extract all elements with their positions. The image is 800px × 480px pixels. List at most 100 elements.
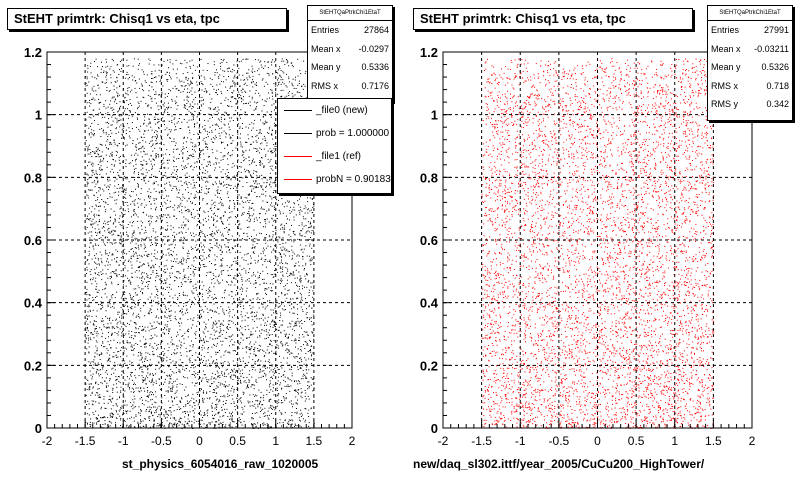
scatter-point	[155, 153, 157, 154]
scatter-point	[138, 248, 140, 250]
scatter-point	[157, 308, 158, 310]
scatter-point	[124, 304, 126, 306]
scatter-point	[235, 261, 237, 263]
scatter-point	[254, 395, 256, 397]
scatter-point	[211, 407, 213, 409]
scatter-point	[142, 379, 144, 381]
scatter-point	[199, 317, 201, 319]
scatter-point	[130, 281, 132, 283]
scatter-point	[203, 311, 205, 313]
scatter-point	[95, 325, 97, 327]
scatter-point	[241, 320, 243, 322]
scatter-point	[252, 333, 254, 335]
scatter-point	[191, 108, 193, 110]
scatter-point	[311, 217, 312, 219]
scatter-point	[164, 272, 166, 274]
scatter-point	[216, 421, 218, 423]
scatter-point	[269, 283, 271, 285]
scatter-point	[301, 299, 303, 301]
scatter-point	[263, 226, 264, 228]
scatter-point	[220, 324, 221, 326]
scatter-point	[209, 227, 211, 229]
scatter-point	[123, 410, 124, 412]
scatter-point	[292, 85, 294, 87]
scatter-point	[115, 403, 117, 405]
scatter-point	[219, 182, 221, 184]
scatter-point	[171, 371, 173, 373]
scatter-point	[92, 386, 94, 388]
scatter-point	[192, 64, 194, 66]
scatter-point	[267, 300, 268, 302]
scatter-point	[255, 287, 257, 289]
scatter-point	[163, 304, 165, 305]
scatter-point	[225, 386, 226, 387]
scatter-point	[241, 402, 242, 404]
scatter-point	[227, 184, 229, 186]
scatter-point	[244, 168, 245, 170]
scatter-point	[260, 324, 262, 326]
scatter-point	[267, 361, 269, 363]
scatter-point	[96, 368, 98, 370]
scatter-point	[256, 234, 257, 236]
scatter-point	[99, 150, 101, 152]
scatter-point	[217, 376, 219, 378]
scatter-point	[200, 388, 202, 389]
scatter-point	[278, 236, 280, 238]
scatter-point	[211, 149, 213, 151]
scatter-point	[212, 414, 213, 416]
scatter-point	[123, 336, 124, 338]
scatter-point	[124, 259, 126, 261]
scatter-point	[271, 91, 273, 93]
scatter-point	[244, 329, 246, 331]
scatter-point	[207, 136, 209, 138]
scatter-point	[122, 304, 123, 306]
scatter-point	[190, 67, 191, 69]
scatter-point	[302, 216, 304, 218]
scatter-point	[151, 379, 153, 381]
scatter-point	[147, 256, 149, 257]
scatter-point	[101, 353, 103, 355]
scatter-point	[234, 341, 236, 343]
scatter-point	[269, 382, 271, 384]
scatter-point	[134, 112, 136, 114]
scatter-point	[298, 265, 300, 267]
scatter-point	[278, 373, 280, 374]
scatter-point	[240, 79, 242, 81]
scatter-point	[228, 294, 230, 296]
scatter-point	[134, 398, 136, 400]
scatter-point	[258, 137, 259, 139]
scatter-point	[306, 343, 308, 345]
scatter-point	[148, 188, 150, 190]
scatter-point	[189, 281, 191, 283]
scatter-point	[299, 334, 300, 336]
scatter-point	[134, 247, 136, 248]
scatter-point	[125, 188, 127, 190]
scatter-point	[190, 318, 192, 320]
scatter-point	[187, 312, 189, 314]
scatter-point	[248, 373, 250, 375]
scatter-point	[227, 90, 229, 91]
scatter-point	[173, 352, 175, 354]
scatter-point	[299, 280, 301, 282]
scatter-point	[150, 274, 152, 275]
scatter-point	[266, 72, 268, 74]
scatter-point	[297, 308, 299, 310]
scatter-point	[179, 329, 181, 331]
scatter-point	[134, 177, 136, 178]
scatter-point	[211, 204, 213, 206]
scatter-point	[304, 72, 306, 74]
scatter-point	[301, 365, 303, 367]
scatter-point	[205, 336, 207, 338]
scatter-point	[130, 196, 132, 198]
scatter-point	[281, 388, 282, 390]
scatter-point	[216, 72, 218, 74]
scatter-point	[121, 295, 123, 297]
scatter-point	[129, 194, 131, 196]
scatter-point	[255, 238, 257, 240]
scatter-point	[244, 112, 246, 114]
scatter-point	[187, 83, 189, 85]
scatter-point	[222, 142, 224, 143]
scatter-point	[227, 153, 229, 155]
scatter-point	[239, 398, 241, 400]
scatter-point	[191, 214, 192, 216]
